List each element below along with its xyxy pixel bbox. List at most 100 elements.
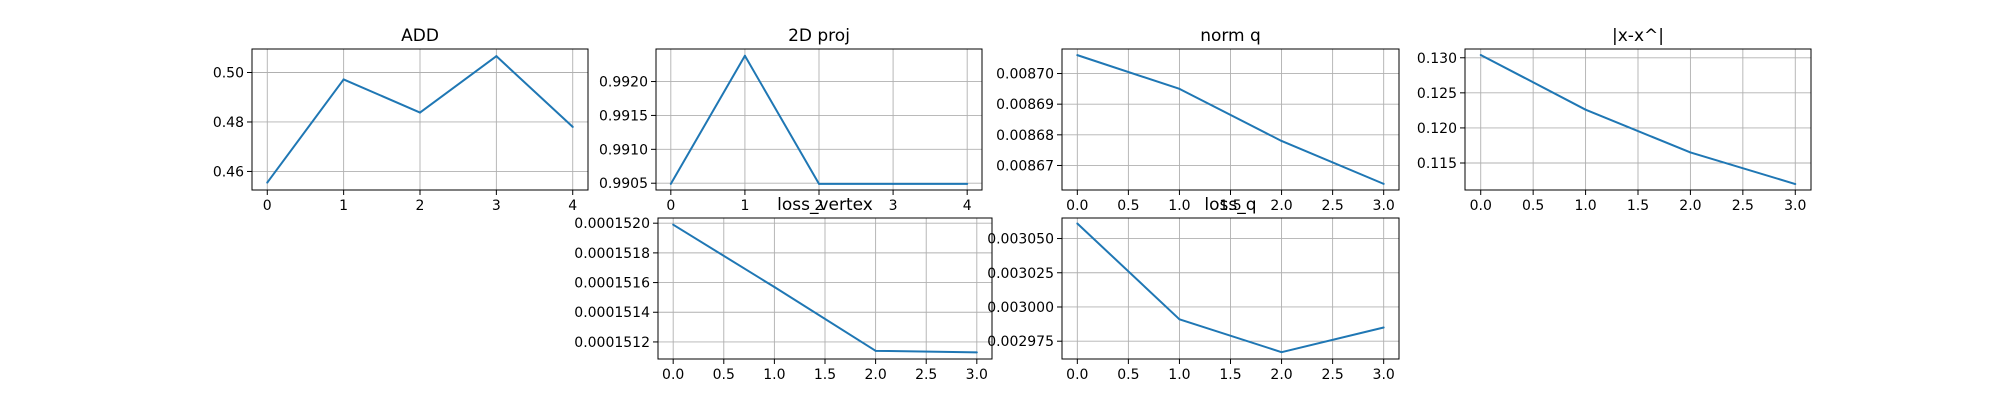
subplot-title: ADD bbox=[401, 26, 439, 46]
data-point bbox=[1382, 182, 1385, 185]
x-tick-label: 1.0 bbox=[763, 367, 785, 383]
x-tick-label: 0 bbox=[666, 198, 675, 214]
data-point bbox=[419, 111, 421, 114]
y-tick-label: 0.00869 bbox=[996, 97, 1054, 113]
x-tick-label: 2.0 bbox=[1270, 367, 1292, 383]
data-point bbox=[743, 54, 746, 57]
data-point bbox=[571, 125, 574, 128]
subplot-abs-error: |x-x^| 0.0 0.5 1.0 1.5 2.0 2.5 3.0 0.115 0.120 0.1… bbox=[1417, 26, 1812, 214]
series-line bbox=[1480, 54, 1796, 185]
y-tick-label: 0.9915 bbox=[599, 108, 648, 124]
data-point bbox=[818, 182, 820, 185]
data-point bbox=[773, 286, 776, 289]
x-tick-label: 3.0 bbox=[1373, 198, 1395, 214]
y-tick-label: 0.00870 bbox=[996, 67, 1054, 83]
axes-frame bbox=[1061, 217, 1400, 360]
x-tick-label: 2 bbox=[815, 198, 824, 214]
subplot-title: norm q bbox=[1200, 26, 1261, 46]
subplot-loss-vertex: loss_vertex 0.0 0.5 1.0 1.5 2.0 2.5 3.0 0.000151… bbox=[574, 195, 993, 383]
x-tick-label: 0.0 bbox=[1066, 198, 1088, 214]
x-tick-label: 4 bbox=[963, 198, 972, 214]
x-tick-label: 0.5 bbox=[1117, 198, 1139, 214]
y-tick-label: 0.003025 bbox=[987, 266, 1054, 282]
y-tick-label: 0.002975 bbox=[987, 334, 1054, 350]
data-point bbox=[1280, 139, 1283, 142]
x-tick-label: 1.5 bbox=[1627, 198, 1649, 214]
x-tick-label: 2.0 bbox=[1679, 198, 1701, 214]
subplot-title: loss_vertex bbox=[777, 195, 873, 215]
data-point bbox=[1382, 326, 1385, 329]
data-point bbox=[495, 55, 498, 58]
subplot-title: 2D proj bbox=[788, 26, 850, 46]
y-tick-label: 0.0001518 bbox=[574, 246, 650, 262]
y-tick-label: 0.125 bbox=[1417, 86, 1457, 102]
data-point bbox=[975, 351, 978, 354]
x-tick-label: 2 bbox=[416, 198, 425, 214]
axes-frame bbox=[1464, 48, 1812, 191]
y-tick-label: 0.48 bbox=[213, 115, 244, 131]
data-point bbox=[1584, 108, 1587, 111]
y-tick-label: 0.0001514 bbox=[574, 305, 650, 321]
x-tick-label: 3.0 bbox=[1784, 198, 1806, 214]
x-tick-label: 0 bbox=[263, 198, 272, 214]
y-tick-label: 0.003050 bbox=[987, 232, 1054, 248]
y-tick-label: 0.130 bbox=[1417, 51, 1457, 67]
y-tick-label: 0.00868 bbox=[996, 128, 1054, 144]
y-tick-label: 0.50 bbox=[213, 66, 244, 82]
x-tick-label: 0.0 bbox=[1066, 367, 1088, 383]
y-tick-label: 0.0001512 bbox=[574, 335, 650, 351]
data-point bbox=[672, 223, 675, 226]
data-point bbox=[1178, 87, 1181, 90]
subplot-title: loss_q bbox=[1204, 195, 1256, 215]
x-tick-label: 1.0 bbox=[1168, 367, 1190, 383]
series-line bbox=[1076, 222, 1384, 354]
x-tick-label: 1.5 bbox=[1219, 367, 1241, 383]
subplot-add: ADD 0 1 2 3 4 0.46 0.48 0.50 bbox=[213, 26, 589, 214]
y-tick-label: 0.115 bbox=[1417, 156, 1457, 172]
x-tick-label: 0.5 bbox=[1522, 198, 1544, 214]
subplot-title: |x-x^| bbox=[1612, 26, 1664, 46]
x-tick-label: 1.5 bbox=[1219, 198, 1241, 214]
series-line bbox=[672, 223, 977, 354]
x-tick-label: 3.0 bbox=[1373, 367, 1395, 383]
data-point bbox=[342, 78, 345, 81]
x-tick-label: 0.5 bbox=[713, 367, 735, 383]
x-tick-label: 2.0 bbox=[864, 367, 886, 383]
x-tick-label: 2.5 bbox=[1321, 367, 1343, 383]
data-point bbox=[1689, 151, 1692, 154]
series-line bbox=[1077, 54, 1385, 185]
y-tick-label: 0.9920 bbox=[599, 75, 648, 91]
x-tick-label: 1.5 bbox=[814, 367, 836, 383]
y-tick-label: 0.9910 bbox=[599, 142, 648, 158]
data-point bbox=[1280, 351, 1283, 354]
x-tick-label: 1.0 bbox=[1574, 198, 1596, 214]
x-tick-label: 2.5 bbox=[915, 367, 937, 383]
axes-frame bbox=[655, 48, 983, 191]
subplot-loss-q: loss_q 0.0 0.5 1.0 1.5 2.0 2.5 3.0 0.002975 0.003… bbox=[987, 195, 1400, 383]
x-tick-label: 1 bbox=[740, 198, 749, 214]
y-tick-label: 0.0001520 bbox=[574, 216, 650, 232]
y-tick-label: 0.00867 bbox=[996, 158, 1054, 174]
data-point bbox=[1794, 183, 1797, 186]
data-point bbox=[892, 182, 895, 185]
x-tick-label: 0.0 bbox=[662, 367, 684, 383]
axes-frame bbox=[657, 217, 993, 360]
data-point bbox=[1479, 53, 1482, 56]
x-tick-label: 2.0 bbox=[1270, 198, 1292, 214]
y-tick-label: 0.9905 bbox=[599, 176, 648, 192]
y-tick-label: 0.120 bbox=[1417, 121, 1457, 137]
axes-frame bbox=[251, 48, 589, 191]
y-tick-label: 0.46 bbox=[213, 164, 244, 180]
x-tick-label: 0.0 bbox=[1470, 198, 1492, 214]
data-point bbox=[266, 181, 269, 184]
x-tick-label: 2.5 bbox=[1732, 198, 1754, 214]
data-point bbox=[669, 182, 672, 185]
subplot-2d-proj: 2D proj 0 1 2 3 4 0.9905 0.9910 0.9915 0.9920 bbox=[599, 26, 983, 214]
axes-frame bbox=[1061, 48, 1400, 191]
x-tick-label: 3 bbox=[889, 198, 898, 214]
data-point bbox=[1178, 318, 1181, 321]
x-tick-label: 2.5 bbox=[1321, 198, 1343, 214]
x-tick-label: 1.0 bbox=[1168, 198, 1190, 214]
x-tick-label: 4 bbox=[568, 198, 577, 214]
